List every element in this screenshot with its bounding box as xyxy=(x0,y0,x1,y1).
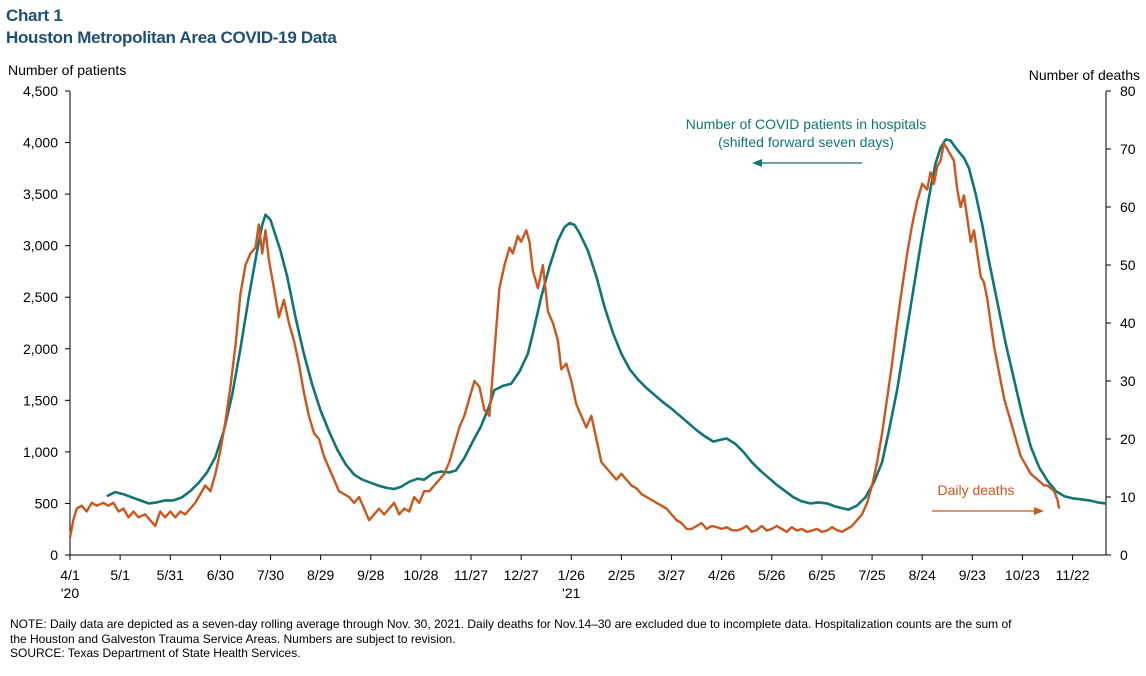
y-left-tick-label: 500 xyxy=(35,495,59,511)
note-line-1: NOTE: Daily data are depicted as a seven… xyxy=(10,617,1012,631)
x-tick-label: 8/24 xyxy=(909,567,936,583)
y-left-tick-label: 1,000 xyxy=(23,444,58,460)
y-right-tick-label: 40 xyxy=(1120,315,1136,331)
y-right-tick-label: 30 xyxy=(1120,373,1136,389)
x-tick-label: 5/1 xyxy=(110,567,130,583)
x-tick-label: 3/27 xyxy=(658,567,685,583)
x-tick-label: 2/25 xyxy=(608,567,635,583)
y-left-axis-label: Number of patients xyxy=(8,62,126,78)
x-tick-label: 5/31 xyxy=(157,567,184,583)
y-left-tick-label: 4,000 xyxy=(23,135,58,151)
x-tick-label: 9/28 xyxy=(357,567,384,583)
y-right-tick-label: 10 xyxy=(1120,489,1136,505)
x-tick-label: 10/23 xyxy=(1005,567,1040,583)
y-right-tick-label: 80 xyxy=(1120,83,1136,99)
x-tick-year-label: '21 xyxy=(562,585,580,601)
x-tick-label: 1/26 xyxy=(558,567,585,583)
x-tick-label: 11/27 xyxy=(454,567,488,583)
y-left-tick-label: 3,500 xyxy=(23,186,58,202)
y-right-tick-label: 50 xyxy=(1120,257,1136,273)
deaths-annotation-arrowhead xyxy=(1034,507,1044,515)
x-tick-year-label: '20 xyxy=(61,585,79,601)
x-tick-label: 4/1 xyxy=(60,567,80,583)
y-right-tick-label: 70 xyxy=(1120,141,1136,157)
x-tick-label: 7/25 xyxy=(858,567,885,583)
x-tick-label: 8/29 xyxy=(307,567,334,583)
hospital-annotation-line1: Number of COVID patients in hospitals xyxy=(686,116,926,132)
hospital-series-line xyxy=(106,138,1107,511)
y-left-tick-label: 2,500 xyxy=(23,289,58,305)
x-tick-label: 12/27 xyxy=(504,567,539,583)
deaths-series-line xyxy=(68,142,1061,538)
y-left-tick-label: 1,500 xyxy=(23,392,58,408)
hospital-annotation-arrowhead xyxy=(752,159,762,167)
y-right-tick-label: 60 xyxy=(1120,199,1136,215)
y-right-axis-label: Number of deaths xyxy=(1029,67,1140,83)
chart-number: Chart 1 xyxy=(6,6,63,25)
y-left-tick-label: 3,000 xyxy=(23,238,58,254)
x-tick-label: 10/28 xyxy=(403,567,438,583)
x-tick-label: 7/30 xyxy=(257,567,284,583)
source-line: SOURCE: Texas Department of State Health… xyxy=(10,646,301,660)
note-line-2: the Houston and Galveston Trauma Service… xyxy=(10,631,456,646)
y-left-tick-label: 4,500 xyxy=(23,83,58,99)
hospital-annotation-line2: (shifted forward seven days) xyxy=(718,134,894,150)
deaths-annotation: Daily deaths xyxy=(937,482,1014,498)
x-tick-label: 6/25 xyxy=(808,567,835,583)
y-right-tick-label: 0 xyxy=(1120,547,1128,563)
x-tick-label: 4/26 xyxy=(708,567,735,583)
x-tick-label: 5/26 xyxy=(758,567,785,583)
y-left-tick-label: 0 xyxy=(50,547,58,563)
y-right-tick-label: 20 xyxy=(1120,431,1136,447)
page-title: Houston Metropolitan Area COVID-19 Data xyxy=(6,28,337,47)
x-tick-label: 11/22 xyxy=(1056,567,1090,583)
chart-notes: NOTE: Daily data are depicted as a seven… xyxy=(10,617,1140,661)
x-tick-label: 9/23 xyxy=(959,567,986,583)
x-tick-label: 6/30 xyxy=(207,567,234,583)
y-left-tick-label: 2,000 xyxy=(23,341,58,357)
